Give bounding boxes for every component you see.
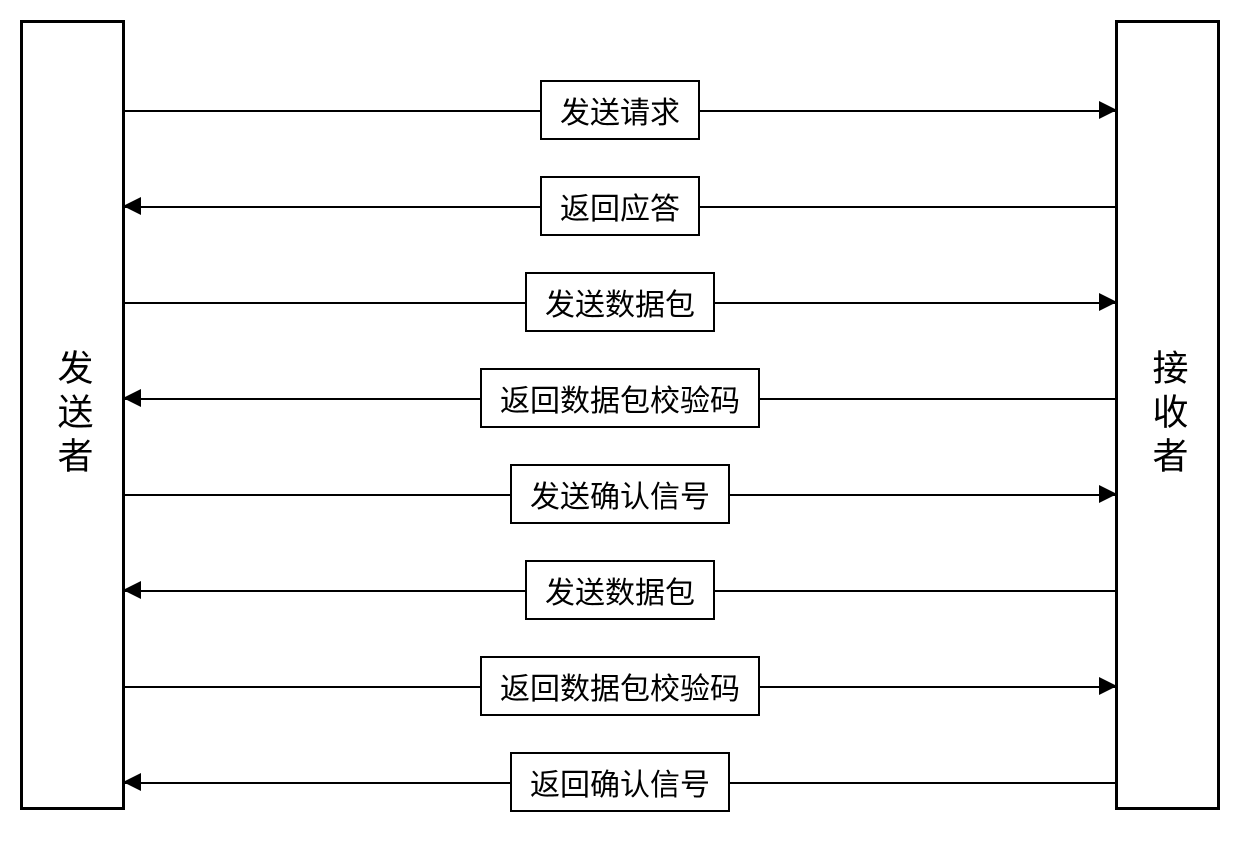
message-row-1: 返回应答	[125, 176, 1115, 236]
sequence-diagram: 发送者 接收者 发送请求返回应答发送数据包返回数据包校验码发送确认信号发送数据包…	[0, 0, 1240, 854]
message-row-2: 发送数据包	[125, 272, 1115, 332]
message-label: 返回数据包校验码	[480, 368, 760, 428]
message-label: 返回数据包校验码	[480, 656, 760, 716]
message-label: 发送数据包	[525, 272, 715, 332]
message-row-0: 发送请求	[125, 80, 1115, 140]
receiver-label: 接收者	[1142, 349, 1194, 481]
message-row-3: 返回数据包校验码	[125, 368, 1115, 428]
message-label: 返回应答	[540, 176, 700, 236]
message-row-5: 发送数据包	[125, 560, 1115, 620]
message-label: 返回确认信号	[510, 752, 730, 812]
arrow-right-icon	[1099, 485, 1117, 503]
message-label: 发送请求	[540, 80, 700, 140]
sender-label: 发送者	[47, 349, 99, 481]
sender-participant: 发送者	[20, 20, 125, 810]
arrow-left-icon	[123, 389, 141, 407]
message-label: 发送确认信号	[510, 464, 730, 524]
arrow-right-icon	[1099, 101, 1117, 119]
arrow-right-icon	[1099, 293, 1117, 311]
receiver-participant: 接收者	[1115, 20, 1220, 810]
arrow-left-icon	[123, 773, 141, 791]
arrow-left-icon	[123, 197, 141, 215]
message-row-4: 发送确认信号	[125, 464, 1115, 524]
message-label: 发送数据包	[525, 560, 715, 620]
message-row-7: 返回确认信号	[125, 752, 1115, 812]
arrow-right-icon	[1099, 677, 1117, 695]
arrow-left-icon	[123, 581, 141, 599]
message-row-6: 返回数据包校验码	[125, 656, 1115, 716]
